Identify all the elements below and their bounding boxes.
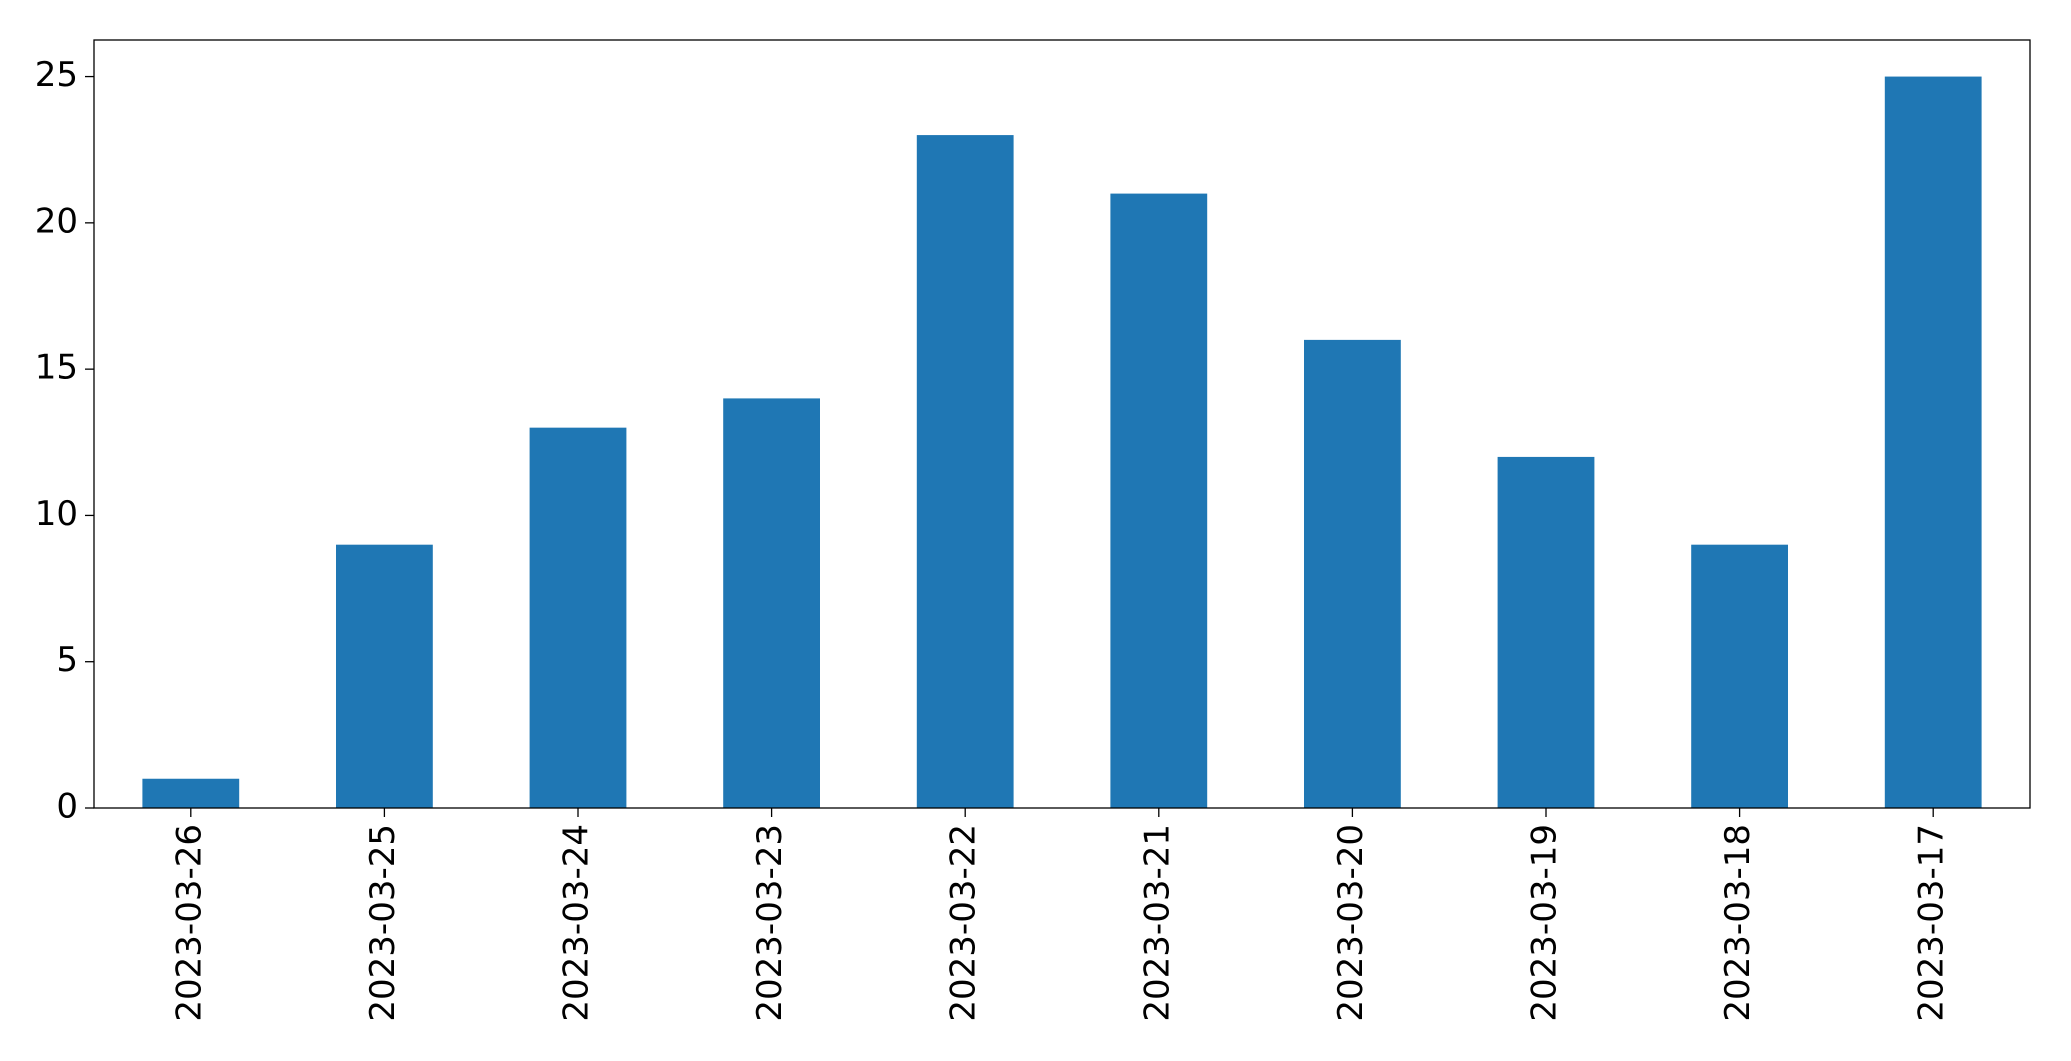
x-tick-label: 2023-03-24 [557, 824, 597, 1022]
bar [1884, 76, 1982, 809]
plot-frame [93, 39, 2031, 809]
x-tick-label: 2023-03-19 [1525, 824, 1565, 1022]
x-tick-label: 2023-03-25 [363, 824, 403, 1022]
bar [529, 427, 627, 808]
bar [1304, 339, 1401, 808]
x-tick-label: 2023-03-26 [169, 824, 209, 1022]
y-tick-label: 25 [35, 55, 78, 95]
x-tick-label: 2023-03-22 [944, 824, 984, 1022]
x-tick-label: 2023-03-20 [1331, 824, 1371, 1022]
bar [336, 544, 433, 808]
bar [916, 135, 1014, 809]
x-tick-label: 2023-03-18 [1718, 824, 1758, 1022]
bar [1691, 544, 1788, 808]
y-tick-label: 15 [35, 348, 78, 388]
y-tick-label: 5 [56, 640, 78, 680]
bar [1497, 456, 1595, 808]
bar [142, 778, 240, 808]
y-tick-label: 20 [35, 201, 78, 241]
x-tick-label: 2023-03-21 [1137, 824, 1177, 1022]
x-tick-label: 2023-03-17 [1912, 824, 1952, 1022]
x-tick-label: 2023-03-23 [750, 824, 790, 1022]
y-tick-label: 10 [35, 494, 78, 534]
bar [723, 398, 820, 808]
y-tick-label: 0 [56, 787, 78, 827]
bar [1110, 193, 1208, 809]
